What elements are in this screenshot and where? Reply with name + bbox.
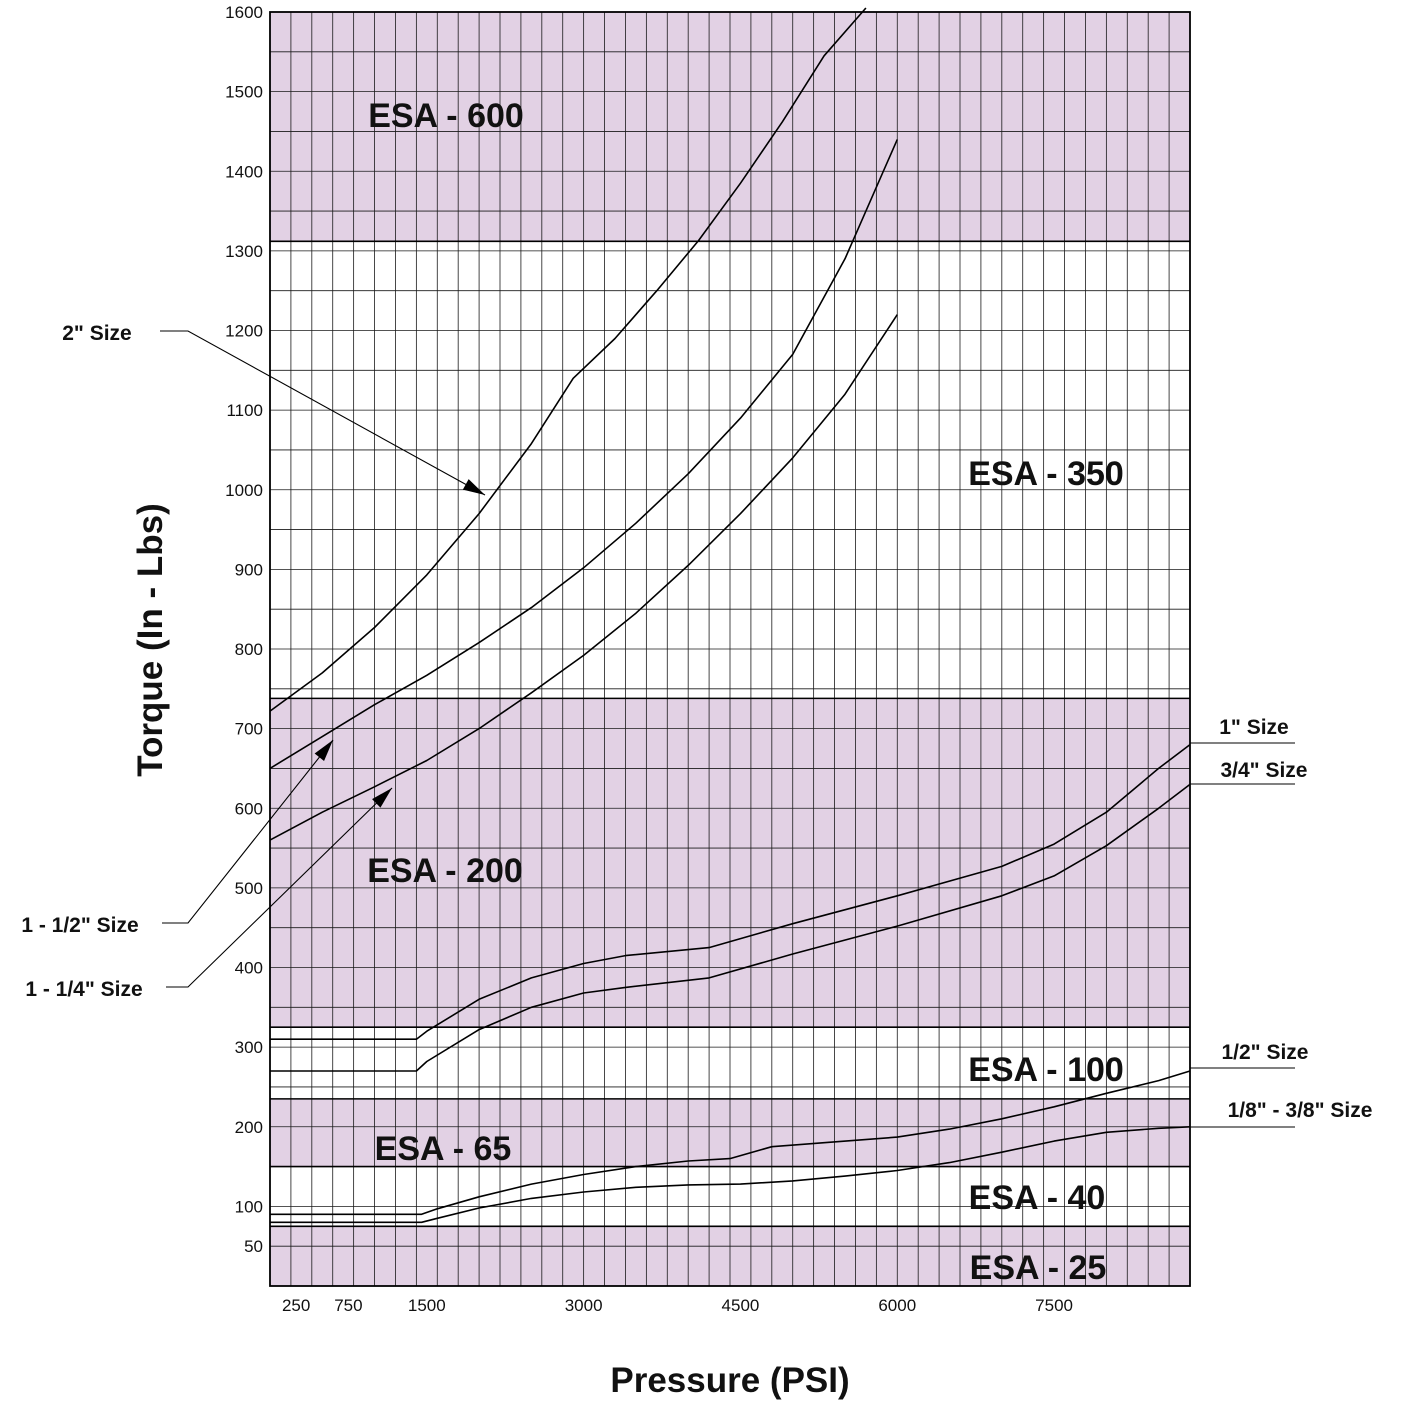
curve-1-1-2-size — [269, 139, 899, 770]
callout-label-1-size: 1" Size — [1219, 716, 1289, 739]
curve-1-2-size — [270, 1070, 1191, 1216]
callout-label-2-size: 2" Size — [62, 322, 132, 345]
callout-arrowhead-1-1-4-size — [372, 788, 392, 808]
curve-1-8-3-8-size — [270, 1126, 1191, 1224]
callouts-layer: 2" Size 1 - 1/2" Size 1 - 1/4" Size 1" Size… — [21, 322, 1373, 1128]
y-tick-label: 700 — [235, 720, 263, 739]
x-tick-label: 250 — [282, 1296, 310, 1315]
y-tick-label: 400 — [235, 959, 263, 978]
y-tick-label: 1100 — [226, 401, 263, 420]
band-label-esa-100: ESA - 100 — [968, 1051, 1124, 1089]
callout-label-1-1-4-size: 1 - 1/4" Size — [25, 978, 142, 1001]
band-label-esa-25: ESA - 25 — [970, 1249, 1107, 1287]
callout-label-1-1-2-size: 1 - 1/2" Size — [21, 914, 138, 937]
y-tick-label: 300 — [235, 1038, 263, 1057]
x-tick-label: 4500 — [722, 1296, 760, 1315]
plot-border — [269, 11, 1191, 1287]
y-tick-label: 1200 — [225, 322, 263, 341]
y-tick-label: 900 — [235, 560, 263, 579]
callout-label-1-2-size: 1/2" Size — [1221, 1041, 1308, 1064]
ticks-layer: 250 750 1500 3000 4500 6000 7500 50 100 200 300 400… — [225, 3, 1073, 1315]
x-axis-title: Pressure (PSI) — [610, 1361, 849, 1400]
y-tick-label: 200 — [235, 1118, 263, 1137]
y-tick-label: 500 — [235, 879, 263, 898]
x-tick-label: 1500 — [408, 1296, 446, 1315]
band-labels-layer: ESA - 600 ESA - 350 ESA - 200 ESA - 100 ESA … — [367, 97, 1124, 1287]
plot-frame — [269, 11, 1191, 1287]
curve-3-4-size — [270, 783, 1191, 1072]
curve-1-size — [270, 743, 1191, 1040]
callout-arrowhead-1-1-2-size — [314, 740, 333, 761]
callout-leader-1-1-2-size — [162, 739, 334, 924]
y-tick-label: 1600 — [225, 3, 263, 22]
band-borders-layer — [270, 240, 1190, 1228]
callout-label-1-8-3-8-size: 1/8" - 3/8" Size — [1228, 1099, 1373, 1122]
y-tick-label: 1500 — [225, 83, 263, 102]
callout-label-3-4-size: 3/4" Size — [1220, 759, 1307, 782]
curve-1-1-4-size — [269, 314, 898, 841]
x-tick-label: 750 — [334, 1296, 362, 1315]
grid-layer — [270, 12, 1190, 1286]
y-tick-label: 100 — [235, 1197, 263, 1216]
y-tick-label: 1300 — [225, 242, 263, 261]
y-tick-label: 800 — [235, 640, 263, 659]
y-tick-label: 1000 — [225, 481, 263, 500]
y-tick-label: 600 — [235, 799, 263, 818]
callout-arrowhead-2-size — [462, 479, 485, 495]
band-label-esa-65: ESA - 65 — [375, 1130, 512, 1168]
curve-2-size — [269, 7, 867, 712]
callout-leader-1-1-4-size — [166, 787, 393, 988]
band-label-esa-40: ESA - 40 — [969, 1179, 1106, 1217]
curves-layer — [269, 7, 1191, 1224]
band-label-esa-200: ESA - 200 — [367, 852, 523, 890]
y-tick-label: 50 — [244, 1237, 263, 1256]
x-tick-label: 6000 — [878, 1296, 916, 1315]
callout-leader-2-size — [160, 330, 486, 496]
y-axis-title: Torque (In - Lbs) — [131, 503, 170, 776]
x-tick-label: 3000 — [565, 1296, 603, 1315]
band-label-esa-350: ESA - 350 — [968, 455, 1124, 493]
x-tick-label: 7500 — [1035, 1296, 1073, 1315]
band-label-esa-600: ESA - 600 — [368, 97, 524, 135]
y-tick-label: 1400 — [225, 162, 263, 181]
